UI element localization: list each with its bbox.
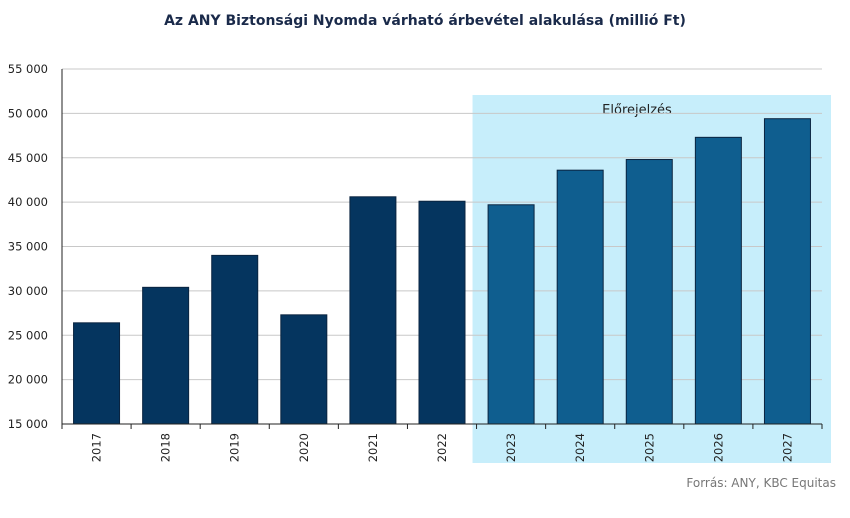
bar-2027 [763,118,811,425]
bar-2025 [625,159,673,425]
bar-2017 [73,322,121,425]
bar-2022 [418,200,466,425]
bars [73,118,811,425]
x-tick-label: 2024 [573,433,587,462]
y-tick-label: 55 000 [8,62,48,76]
x-tick-label: 2017 [90,433,104,462]
x-tick-label: 2019 [228,433,242,462]
bar-2020 [280,314,328,425]
x-tick-label: 2025 [642,433,656,462]
x-tick-label: 2026 [711,433,725,462]
chart-title: Az ANY Biztonsági Nyomda várható árbevét… [164,13,686,29]
source-note: Forrás: ANY, KBC Equitas [686,476,836,490]
x-tick-label: 2018 [159,433,173,462]
y-tick-label: 50 000 [8,106,48,120]
y-tick-label: 15 000 [8,417,48,431]
y-tick-label: 45 000 [8,151,48,165]
forecast-label: Előrejelzés [602,103,672,118]
bar-2021 [349,196,397,425]
bar-2018 [142,286,190,425]
bar-2026 [694,136,742,425]
y-tick-labels: 15 000 20 000 25 000 30 000 35 000 40 000 45 0… [8,62,48,431]
axes [61,69,823,429]
x-tick-label: 2020 [297,433,311,462]
bar-2019 [211,254,259,425]
y-tick-label: 35 000 [8,240,48,254]
y-tick-label: 25 000 [8,328,48,342]
y-tick-label: 40 000 [8,195,48,209]
x-tick-label: 2021 [366,433,380,462]
x-tick-label: 2027 [780,433,794,462]
x-tick-label: 2023 [504,433,518,462]
bar-2023 [487,204,535,425]
x-tick-label: 2022 [435,433,449,462]
x-tick-labels: 2017 2018 2019 2020 2021 2022 2023 2024 2025 2026… [90,433,795,462]
bar-2024 [556,169,604,425]
y-tick-label: 30 000 [8,284,48,298]
y-tick-label: 20 000 [8,373,48,387]
